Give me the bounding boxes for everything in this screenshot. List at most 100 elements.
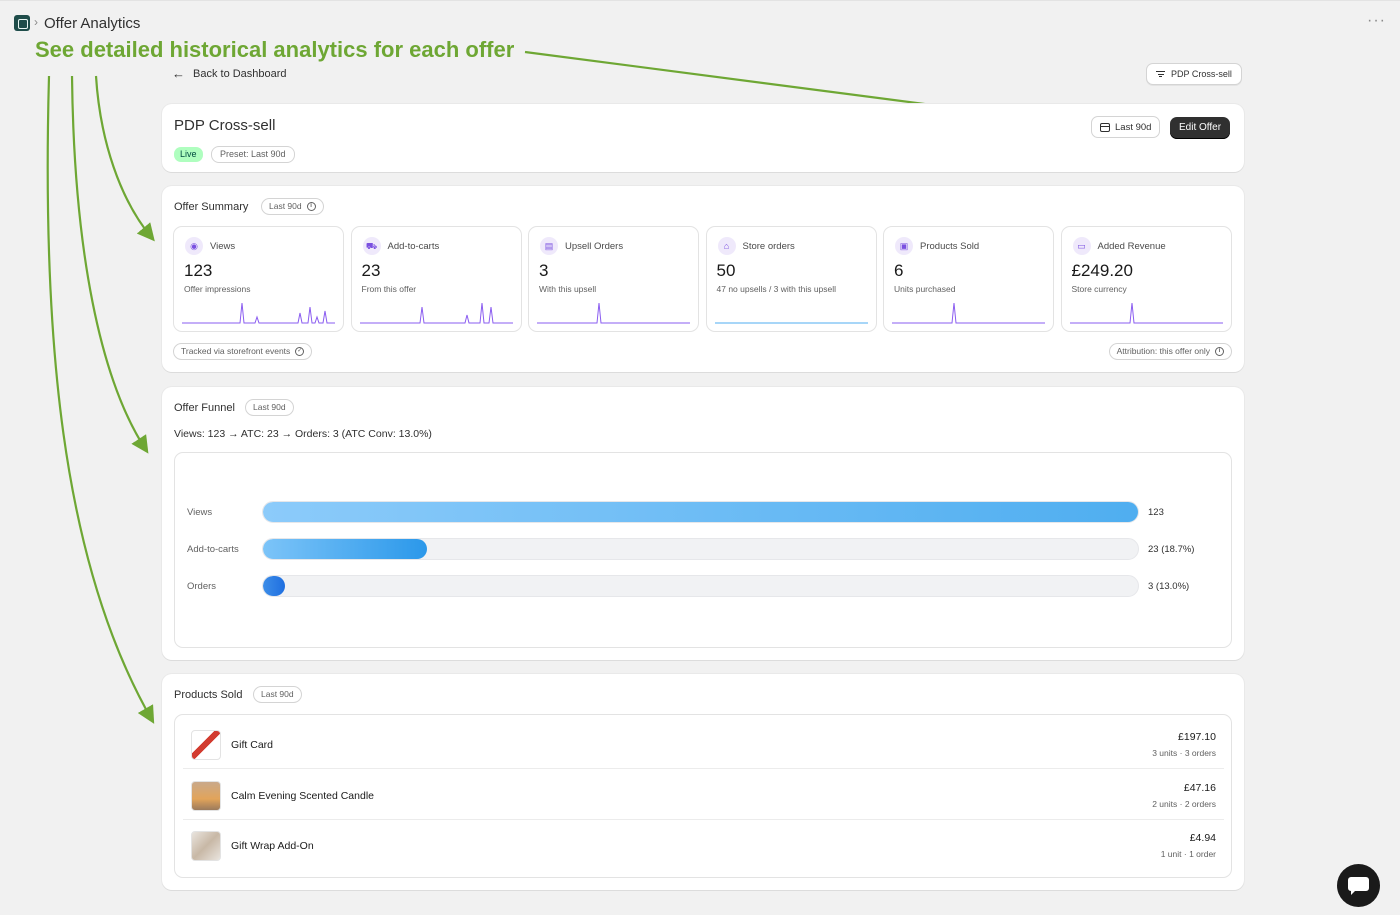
metric-value: 50	[716, 261, 736, 280]
top-bar: › Offer Analytics ···	[0, 0, 1400, 44]
offer-title: PDP Cross-sell	[174, 117, 276, 134]
arrow-to-offer-summary	[94, 75, 155, 242]
funnel-bar	[263, 576, 285, 596]
products-period-label: Last 90d	[261, 689, 294, 699]
eye-icon: ◉	[185, 237, 203, 255]
metric-card: ▣ Products Sold 6 Units purchased	[883, 226, 1054, 332]
metric-card: ▭ Added Revenue £249.20 Store currency	[1060, 226, 1232, 332]
funnel-stage-label: Orders	[187, 581, 217, 592]
metric-label: Added Revenue	[1097, 241, 1166, 252]
metric-value: 3	[539, 261, 549, 280]
funnel-bar	[263, 502, 1138, 522]
product-thumbnail	[191, 780, 221, 811]
product-thumbnail	[191, 730, 221, 760]
offer-funnel-title: Offer Funnel	[174, 402, 235, 414]
metric-card: ⌂ Store orders 50 47 no upsells / 3 with th…	[705, 226, 877, 332]
metric-card: ◉ Views 123 Offer impressions	[173, 226, 344, 332]
product-row[interactable]: Calm Evening Scented Candle £47.16 2 units…	[183, 772, 1224, 820]
info-icon: i	[1215, 347, 1224, 356]
metric-value: 123	[184, 261, 213, 280]
offer-selector-button[interactable]: PDP Cross-sell	[1146, 63, 1242, 85]
attribution-note-pill: Attribution: this offer only i	[1108, 343, 1232, 360]
chat-icon[interactable]	[1337, 864, 1380, 907]
metric-value: 6	[894, 261, 904, 280]
funnel-chart: Views 123 Add-to-carts 23 (18.7%) Orders 3 (1…	[174, 452, 1232, 648]
calendar-icon	[1100, 122, 1110, 132]
product-units-orders: 1 unit · 1 order	[1160, 849, 1216, 859]
edit-offer-button[interactable]: Edit Offer	[1170, 117, 1231, 139]
product-revenue: £197.10	[1178, 731, 1216, 743]
sparkline	[714, 322, 868, 324]
funnel-period-pill: Last 90d	[245, 399, 294, 416]
product-name: Calm Evening Scented Candle	[231, 789, 375, 802]
box-icon: ▣	[895, 237, 913, 255]
metric-label: Store orders	[742, 241, 795, 252]
sparkline-path	[1069, 302, 1223, 324]
products-sold-card: Products Sold Last 90d Gift Card £197.10 3…	[162, 674, 1244, 890]
app-title: Offer Analytics	[44, 15, 141, 32]
funnel-bar-track	[262, 538, 1139, 560]
breadcrumb-separator: ›	[34, 15, 38, 29]
funnel-stage-value: 123	[1148, 507, 1164, 518]
sparkline	[182, 302, 335, 324]
sparkline	[1069, 302, 1223, 324]
funnel-period-label: Last 90d	[253, 402, 286, 412]
back-to-dashboard-link[interactable]: ← Back to Dashboard	[172, 66, 287, 81]
offer-selector-label: PDP Cross-sell	[1171, 69, 1232, 79]
back-label: Back to Dashboard	[193, 67, 287, 80]
cart-icon: ⛟	[362, 237, 381, 255]
sparkline	[359, 302, 513, 324]
funnel-stage-value: 23 (18.7%)	[1148, 544, 1195, 555]
product-thumbnail	[191, 831, 221, 861]
sparkline-path	[359, 302, 513, 324]
product-name: Gift Card	[231, 739, 274, 751]
tracked-note-pill: Tracked via storefront events ✓	[173, 343, 313, 360]
sparkline	[892, 302, 1045, 324]
product-row[interactable]: Gift Card £197.10 3 units · 3 orders	[183, 721, 1224, 769]
funnel-bar-track	[262, 575, 1139, 597]
offer-summary-title: Offer Summary	[174, 201, 249, 213]
funnel-bar-track	[262, 501, 1139, 523]
arrow-left-icon: ←	[172, 66, 185, 81]
offer-header-card: PDP Cross-sell Live Preset: Last 90d Las…	[162, 104, 1244, 172]
funnel-stage-label: Add-to-carts	[187, 544, 239, 555]
products-list: Gift Card £197.10 3 units · 3 orders Calm E…	[174, 714, 1232, 878]
app-logo-icon	[14, 15, 30, 31]
metric-subtitle: Store currency	[1071, 284, 1127, 294]
metric-subtitle: Offer impressions	[184, 284, 251, 294]
metric-subtitle: From this offer	[361, 284, 417, 294]
offer-summary-card: Offer Summary Last 90d i ◉ Views 123 Offer …	[162, 186, 1244, 372]
sparkline-path	[182, 302, 335, 324]
product-row[interactable]: Gift Wrap Add-On £4.94 1 unit · 1 order	[183, 822, 1224, 870]
product-units-orders: 3 units · 3 orders	[1152, 748, 1216, 758]
metric-label: Upsell Orders	[565, 241, 624, 252]
product-name: Gift Wrap Add-On	[231, 840, 314, 852]
info-icon: i	[306, 202, 316, 211]
product-revenue: £47.16	[1183, 781, 1216, 794]
more-actions-icon[interactable]: ···	[1367, 12, 1386, 29]
summary-period-pill[interactable]: Last 90d i	[261, 198, 324, 215]
product-revenue: £4.94	[1189, 832, 1216, 844]
summary-period-label: Last 90d	[269, 201, 302, 211]
check-circle-icon: ✓	[295, 347, 305, 356]
funnel-bar	[263, 539, 427, 559]
offer-funnel-card: Offer Funnel Last 90d Views: 123 → ATC: …	[162, 387, 1244, 660]
filter-icon	[1156, 71, 1165, 77]
metric-label: Add-to-carts	[387, 241, 440, 252]
metric-card: ⛟ Add-to-carts 23 From this offer	[350, 226, 522, 332]
metric-value: 23	[361, 261, 381, 280]
period-label: Last 90d	[1115, 121, 1152, 133]
attribution-note-label: Attribution: this offer only	[1116, 346, 1210, 356]
annotation-caption: See detailed historical analytics for ea…	[35, 37, 515, 62]
preset-badge: Preset: Last 90d	[211, 146, 295, 163]
period-button[interactable]: Last 90d	[1091, 116, 1161, 138]
sparkline-path	[892, 302, 1045, 324]
metric-subtitle: Units purchased	[894, 284, 956, 294]
receipt-icon: ▤	[540, 237, 558, 255]
funnel-summary-text: Views: 123 → ATC: 23 → Orders: 3 (ATC Co…	[174, 428, 432, 440]
metric-label: Products Sold	[920, 241, 980, 252]
arrow-to-products-sold	[46, 75, 155, 724]
funnel-stage-value: 3 (13.0%)	[1148, 581, 1190, 592]
metric-subtitle: 47 no upsells / 3 with this upsell	[716, 284, 837, 294]
status-badge: Live	[174, 147, 203, 162]
